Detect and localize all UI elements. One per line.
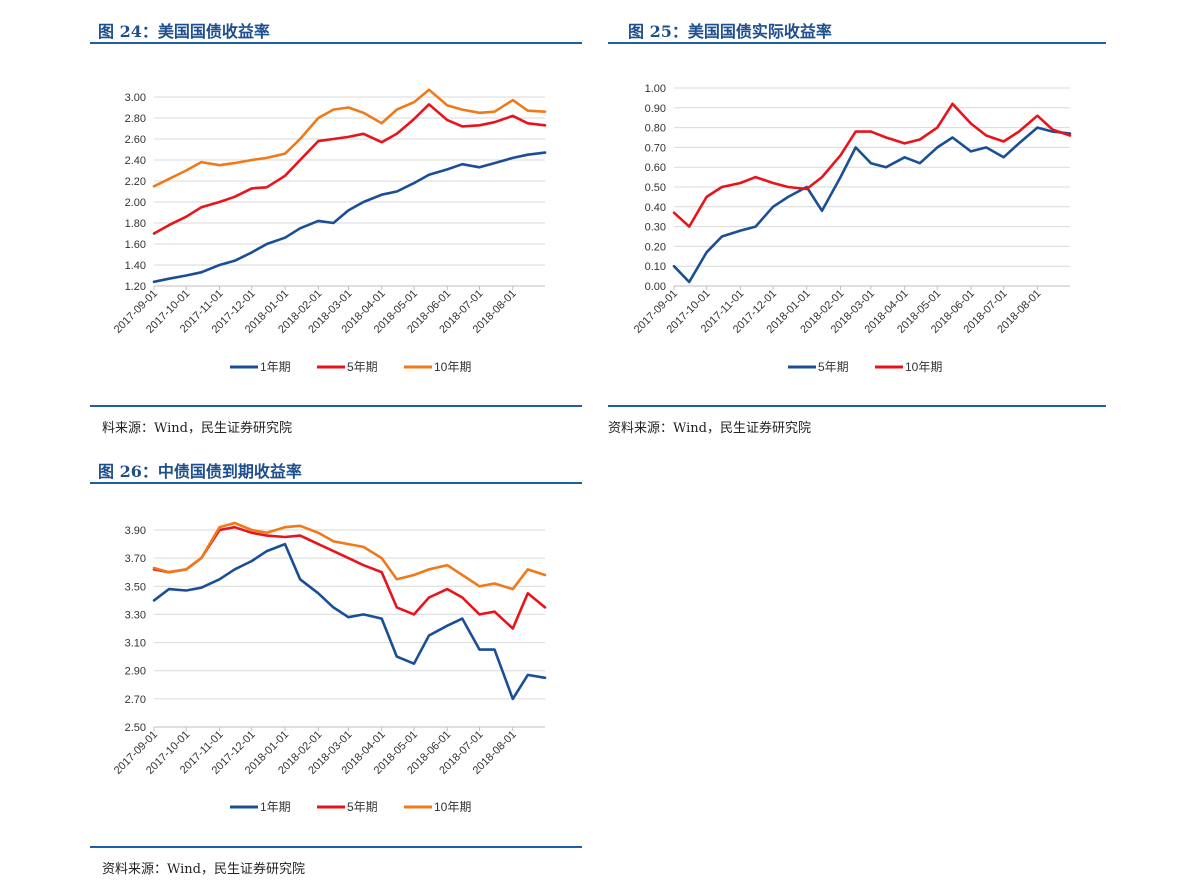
series-line-1 xyxy=(672,126,1072,284)
legend-label: 1年期 xyxy=(260,360,291,374)
legend-label: 10年期 xyxy=(434,360,471,374)
y-tick-label: 2.00 xyxy=(125,197,146,209)
y-tick-label: 2.50 xyxy=(125,722,146,734)
y-tick-label: 0.20 xyxy=(645,241,666,253)
y-tick-label: 3.10 xyxy=(125,638,146,650)
source-rule xyxy=(90,405,582,407)
panel-us-treasury-real-yield: 图 25：美国国债实际收益率 1.00 0.90 0.80 0.70 0.60 0.50 0… xyxy=(608,0,1106,440)
y-tick-label: 0.40 xyxy=(645,202,666,214)
y-tick-label: 0.50 xyxy=(645,182,666,194)
panel-us-treasury-yield: 图 24：美国国债收益率 3.00 2.80 2.60 2.40 2.20 2.00 1.8… xyxy=(90,0,582,440)
series-line-1 xyxy=(152,151,547,284)
y-tick-label: 0.80 xyxy=(645,123,666,135)
legend-label: 5年期 xyxy=(347,800,378,814)
y-tick-label: 0.10 xyxy=(645,261,666,273)
title-rule xyxy=(608,42,1106,44)
y-tick-label: 2.80 xyxy=(125,113,146,125)
y-tick-label: 0.70 xyxy=(645,142,666,154)
y-tick-label: 2.90 xyxy=(125,666,146,678)
chart-china-treasury-ytm: 3.903.703.503.303.102.902.702.502017-09-… xyxy=(112,521,547,814)
y-tick-label: 1.20 xyxy=(125,281,146,293)
y-tick-label: 2.60 xyxy=(125,134,146,146)
title-rule xyxy=(90,42,582,44)
y-tick-label: 3.90 xyxy=(125,525,146,537)
source-note: 资料来源：Wind，民生证券研究院 xyxy=(608,421,811,436)
figure-title: 图 24：美国国债收益率 xyxy=(98,22,270,41)
y-tick-label: 2.40 xyxy=(125,155,146,167)
y-tick-label: 2.20 xyxy=(125,176,146,188)
source-rule xyxy=(608,405,1106,407)
y-tick-label: 1.60 xyxy=(125,239,146,251)
series-line-3 xyxy=(152,521,547,591)
legend-label: 5年期 xyxy=(818,360,849,374)
figure-title: 图 26：中债国债到期收益率 xyxy=(98,462,302,481)
y-tick-label: 0.90 xyxy=(645,103,666,115)
series-line-3 xyxy=(152,88,547,188)
y-tick-label: 0.30 xyxy=(645,222,666,234)
y-tick-label: 1.40 xyxy=(125,260,146,272)
series-line-2 xyxy=(152,102,547,235)
source-rule xyxy=(90,846,582,848)
y-tick-label: 3.70 xyxy=(125,553,146,565)
source-note: 料来源：Wind，民生证券研究院 xyxy=(102,421,292,436)
chart-us-treasury-yield: 3.00 2.80 2.60 2.40 2.20 2.00 1.80 1.60 1.40 1.20… xyxy=(112,88,547,374)
y-tick-label: 1.00 xyxy=(645,83,666,95)
y-tick-label: 2.70 xyxy=(125,694,146,706)
y-tick-label: 3.00 xyxy=(125,92,146,104)
legend-label: 1年期 xyxy=(260,800,291,814)
chart-us-treasury-real-yield: 1.00 0.90 0.80 0.70 0.60 0.50 0.40 0.30 0.20 0.10… xyxy=(632,83,1072,374)
series-line-1 xyxy=(152,542,547,701)
series-line-2 xyxy=(152,525,547,630)
legend-label: 10年期 xyxy=(434,800,471,814)
y-tick-label: 3.50 xyxy=(125,581,146,593)
y-tick-label: 3.30 xyxy=(125,609,146,621)
source-note: 资料来源：Wind，民生证券研究院 xyxy=(102,862,305,877)
panel-china-treasury-ytm: 图 26：中债国债到期收益率 3.90 3.70 3.50 3.30 3.10 2.90 2… xyxy=(90,440,582,890)
y-tick-label: 0.60 xyxy=(645,162,666,174)
figure-title: 图 25：美国国债实际收益率 xyxy=(628,22,832,41)
y-tick-label: 1.80 xyxy=(125,218,146,230)
y-tick-label: 0.00 xyxy=(645,281,666,293)
legend-label: 5年期 xyxy=(347,360,378,374)
series-line-2 xyxy=(672,102,1072,228)
legend-label: 10年期 xyxy=(905,360,942,374)
title-rule xyxy=(90,482,582,484)
